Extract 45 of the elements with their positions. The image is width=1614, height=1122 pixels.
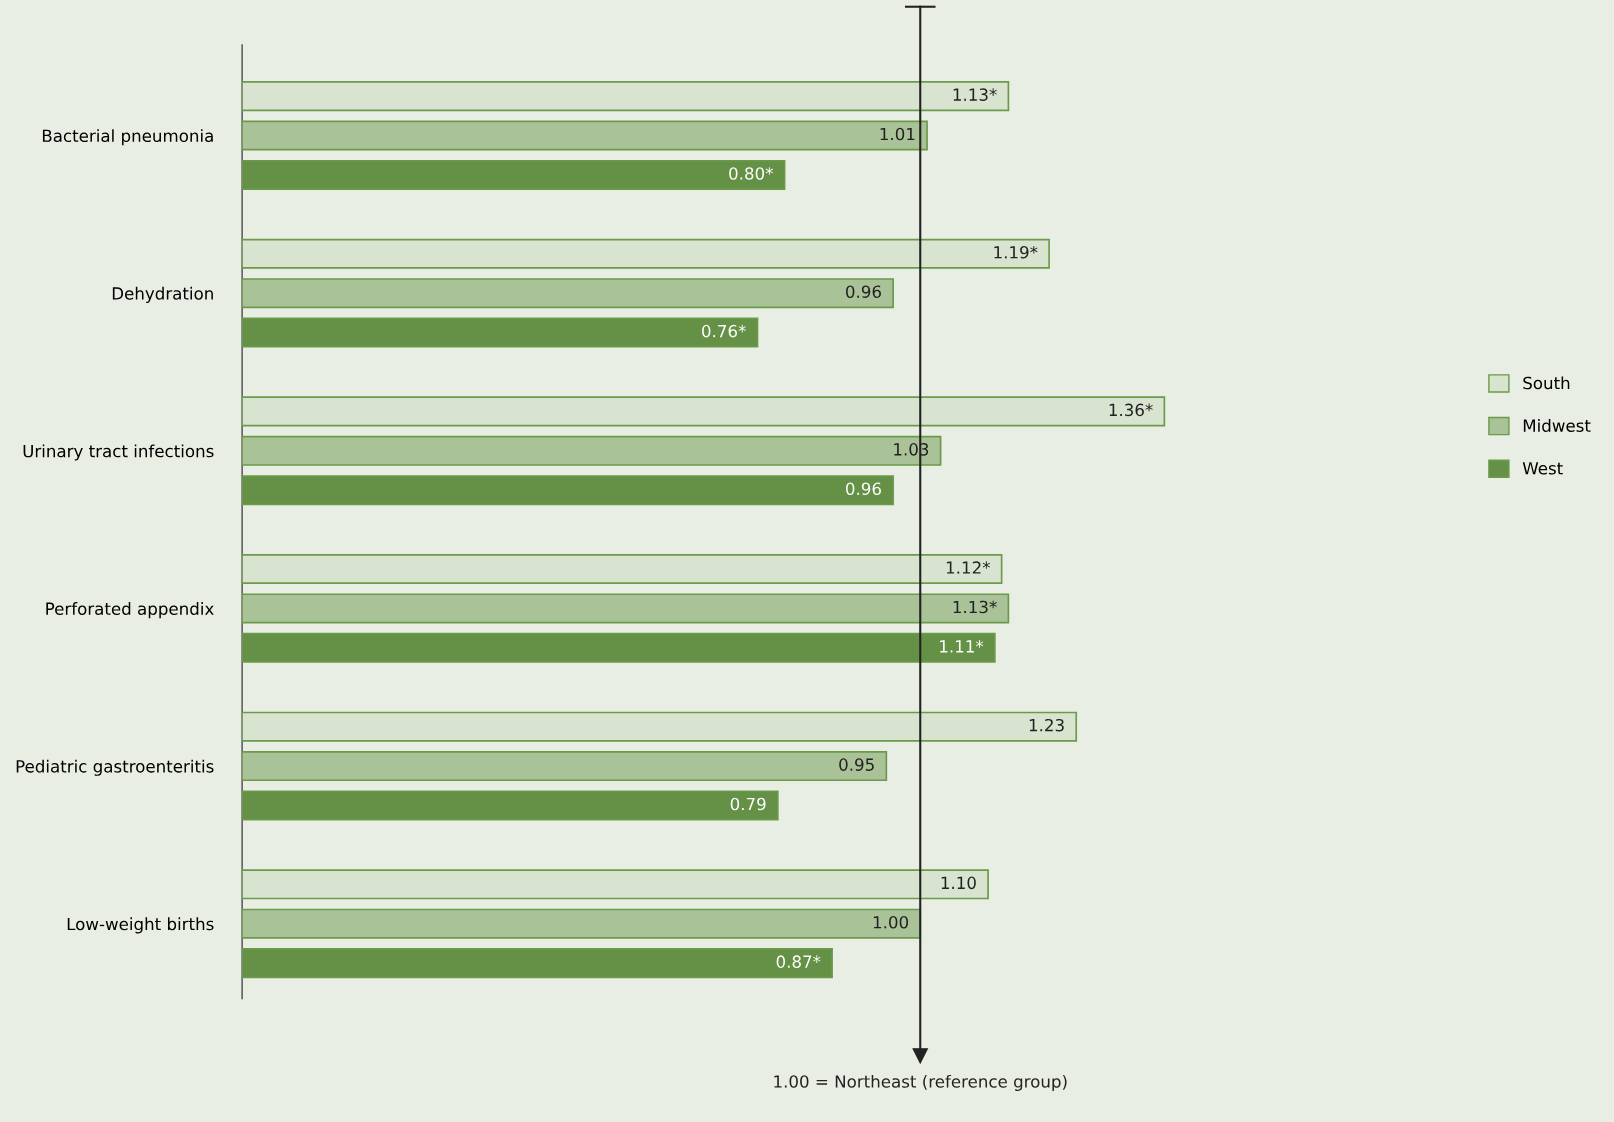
- bar: [242, 396, 1166, 427]
- data-label: 1.13*: [953, 600, 997, 614]
- bar: [242, 711, 1078, 742]
- bar: [242, 435, 942, 466]
- data-label: 0.80*: [729, 167, 774, 180]
- y-tick-label: Perforated appendix: [46, 602, 214, 619]
- data-label: 1.11*: [940, 640, 984, 653]
- bar: [242, 317, 759, 348]
- bar: [242, 278, 894, 309]
- y-tick-label: Pediatric gastroenteritis: [16, 759, 214, 776]
- legend-label: South: [1523, 376, 1570, 390]
- bar: [242, 120, 928, 151]
- y-tick-label: Urinary tract infections: [23, 444, 214, 461]
- data-label: 0.79: [730, 797, 766, 811]
- bar: [242, 632, 996, 663]
- legend-label: Midwest: [1523, 419, 1591, 432]
- y-tick-label: Dehydration: [112, 286, 213, 303]
- bar: [242, 593, 1010, 624]
- bar: [242, 475, 894, 506]
- bar: [242, 908, 922, 939]
- bar: [242, 81, 1010, 112]
- bar: [242, 751, 888, 782]
- bar: [242, 869, 989, 900]
- data-label: 1.10: [941, 876, 976, 890]
- data-label: 1.12*: [946, 561, 991, 574]
- data-label: 0.96: [846, 285, 881, 298]
- data-label: 0.95: [839, 758, 874, 771]
- data-label: 0.76*: [702, 324, 746, 338]
- data-label: 1.01: [880, 127, 915, 141]
- data-label: 0.87*: [776, 955, 821, 968]
- bar: [242, 159, 786, 190]
- bar: [242, 238, 1050, 269]
- data-label: 1.36*: [1109, 403, 1153, 417]
- y-tick-label: Bacterial pneumonia: [42, 129, 213, 146]
- data-label: 1.19*: [994, 245, 1038, 259]
- bar: [242, 790, 779, 821]
- data-label: 1.00: [873, 915, 909, 929]
- legend-label: West: [1522, 462, 1563, 475]
- y-tick-label: Low-weight births: [67, 917, 214, 934]
- data-label: 1.13*: [953, 88, 997, 101]
- data-label: 1.23: [1029, 718, 1064, 732]
- bar: [242, 553, 1003, 585]
- ref-line-label: 1.00 = Northeast (reference group): [774, 1074, 1067, 1092]
- data-label: 0.96: [846, 482, 881, 496]
- bar: [242, 948, 833, 979]
